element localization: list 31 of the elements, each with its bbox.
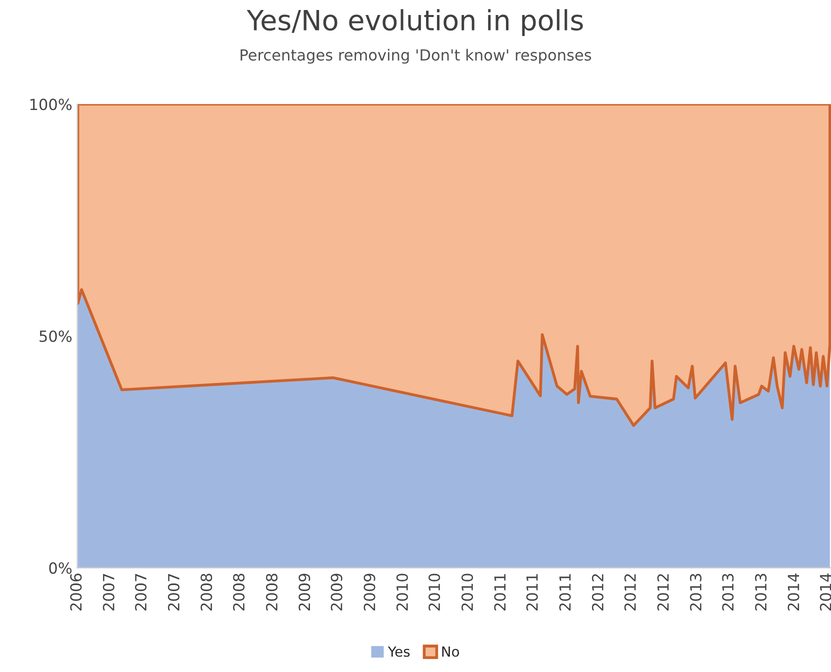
legend-label: No xyxy=(442,646,460,657)
x-tick-label: 2014 xyxy=(820,574,831,610)
x-tick-label: 2007 xyxy=(168,574,180,610)
x-tick-label: 2011 xyxy=(494,574,506,610)
y-tick-label: 0% xyxy=(49,562,72,574)
x-tick-label: 2011 xyxy=(526,574,538,610)
x-tick-label: 2009 xyxy=(330,574,342,610)
x-tick-label: 2011 xyxy=(559,574,571,610)
x-tick-label: 2010 xyxy=(428,574,440,610)
chart-subtitle: Percentages removing 'Don't know' responses xyxy=(240,48,592,64)
x-tick-label: 2010 xyxy=(396,574,408,610)
x-tick-label: 2007 xyxy=(134,574,147,610)
chart-title: Yes/No evolution in polls xyxy=(246,9,583,36)
x-tick-label: 2008 xyxy=(233,574,245,610)
x-tick-label: 2010 xyxy=(461,574,474,610)
y-tick-label: 50% xyxy=(40,330,72,342)
x-tick-label: 2012 xyxy=(657,574,669,610)
x-tick-label: 2013 xyxy=(722,574,734,610)
x-tick-label: 2013 xyxy=(755,574,767,610)
x-tick-label: 2006 xyxy=(70,574,82,610)
x-tick-label: 2008 xyxy=(200,574,212,610)
x-tick-label: 2012 xyxy=(624,574,636,610)
x-tick-label: 2007 xyxy=(102,574,114,610)
x-tick-label: 2012 xyxy=(592,574,604,610)
x-tick-label: 2008 xyxy=(266,574,278,610)
legend-label: Yes xyxy=(388,646,410,657)
y-tick-label: 100% xyxy=(30,98,72,110)
x-tick-label: 2009 xyxy=(364,574,376,610)
x-tick-label: 2013 xyxy=(690,574,702,610)
x-tick-label: 2009 xyxy=(298,574,310,610)
x-tick-label: 2014 xyxy=(788,574,800,610)
